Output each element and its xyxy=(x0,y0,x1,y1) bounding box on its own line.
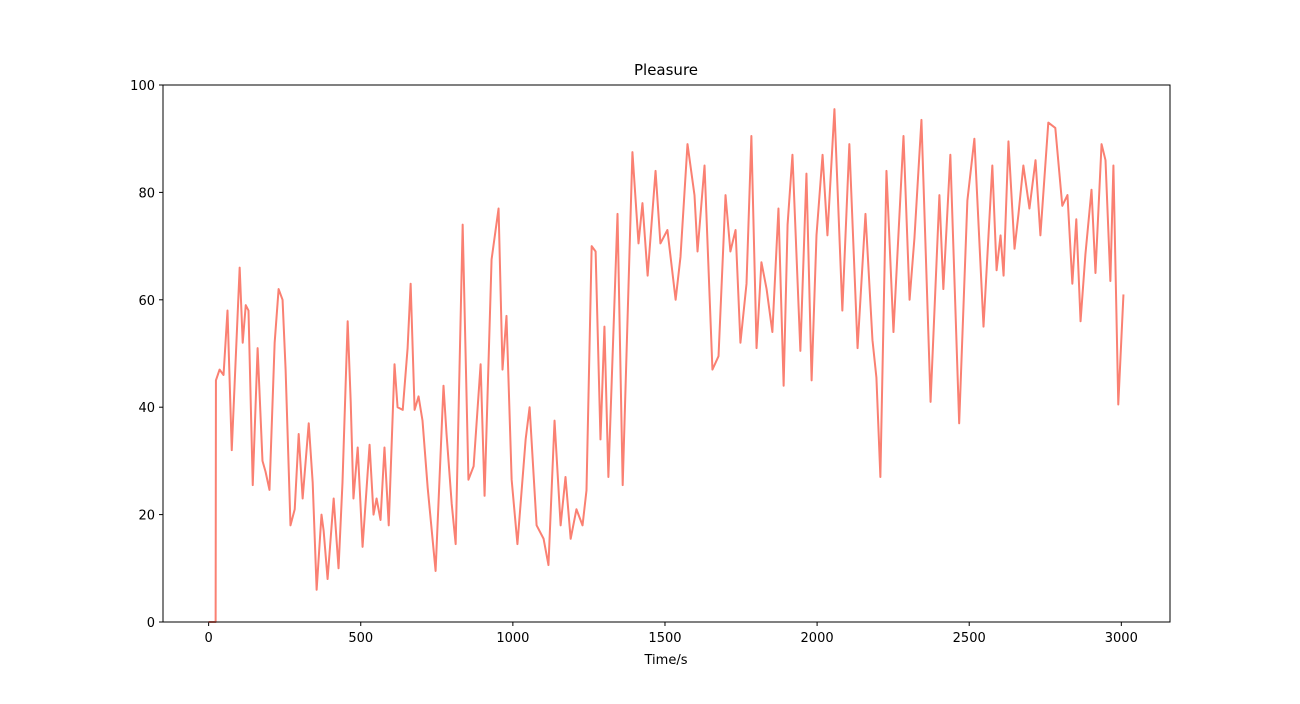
y-tick-label: 60 xyxy=(138,294,155,309)
x-tick-label: 1500 xyxy=(648,631,681,646)
x-tick-label: 2500 xyxy=(953,631,986,646)
plot-frame xyxy=(162,84,1171,623)
y-tick-label: 0 xyxy=(147,616,155,631)
x-tick-label: 3000 xyxy=(1105,631,1138,646)
y-tick-label: 20 xyxy=(138,509,155,524)
x-tick-label: 0 xyxy=(204,631,212,646)
data-line xyxy=(208,108,1125,623)
y-tick-label: 40 xyxy=(138,401,155,416)
y-tick-label: 80 xyxy=(138,186,155,201)
x-tick-label: 1000 xyxy=(496,631,529,646)
chart-title: Pleasure xyxy=(634,61,698,79)
x-axis-label: Time/s xyxy=(644,653,688,668)
x-tick-label: 500 xyxy=(348,631,373,646)
x-tick-label: 2000 xyxy=(801,631,834,646)
y-tick-label: 100 xyxy=(130,79,155,94)
